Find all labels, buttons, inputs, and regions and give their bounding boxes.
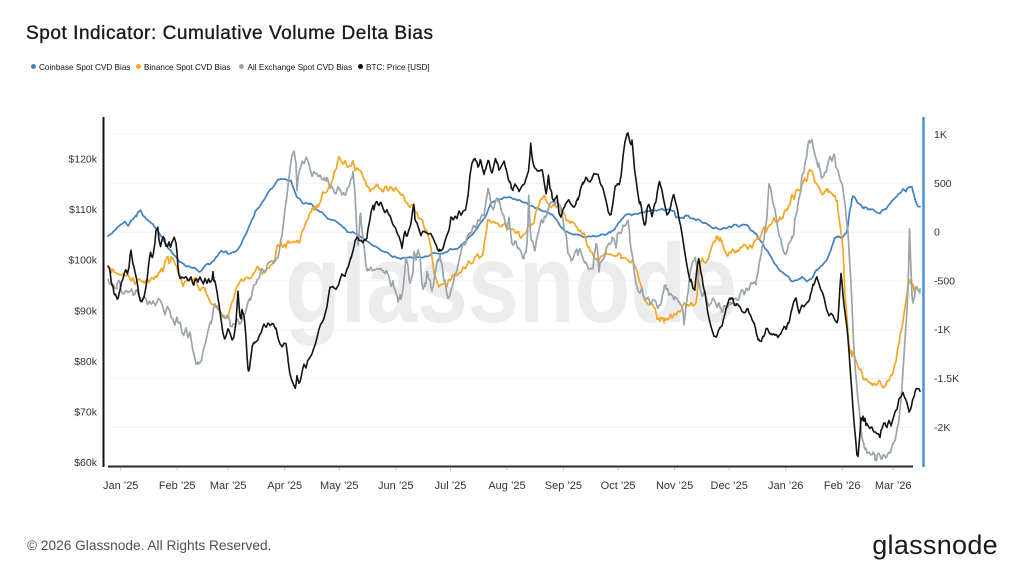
svg-text:Sep ’25: Sep ’25 bbox=[545, 480, 582, 492]
svg-text:-1.5K: -1.5K bbox=[934, 373, 959, 385]
svg-text:$100k: $100k bbox=[68, 255, 97, 267]
svg-text:Oct ’25: Oct ’25 bbox=[601, 480, 636, 492]
svg-text:Aug ’25: Aug ’25 bbox=[488, 480, 525, 492]
svg-text:-2K: -2K bbox=[934, 422, 950, 434]
svg-text:$60k: $60k bbox=[74, 457, 98, 469]
svg-text:Feb ’25: Feb ’25 bbox=[159, 480, 196, 492]
svg-text:Jul ’25: Jul ’25 bbox=[435, 480, 467, 492]
svg-text:500: 500 bbox=[934, 178, 952, 190]
svg-text:$120k: $120k bbox=[68, 154, 97, 166]
svg-text:Apr ’25: Apr ’25 bbox=[267, 480, 302, 492]
svg-text:-1K: -1K bbox=[934, 324, 950, 336]
svg-text:May ’25: May ’25 bbox=[320, 480, 359, 492]
svg-text:$70k: $70k bbox=[74, 407, 98, 419]
svg-text:Mar ’26: Mar ’26 bbox=[875, 480, 912, 492]
svg-text:Jun ’25: Jun ’25 bbox=[378, 480, 413, 492]
svg-text:1K: 1K bbox=[934, 129, 947, 141]
svg-text:Jan ’26: Jan ’26 bbox=[768, 480, 803, 492]
svg-text:0: 0 bbox=[934, 227, 940, 239]
svg-text:Dec ’25: Dec ’25 bbox=[711, 480, 748, 492]
svg-text:Nov ’25: Nov ’25 bbox=[656, 480, 693, 492]
svg-text:-500: -500 bbox=[934, 275, 955, 287]
svg-text:$110k: $110k bbox=[69, 204, 98, 216]
svg-text:Jan ’25: Jan ’25 bbox=[103, 480, 138, 492]
svg-text:Mar ’25: Mar ’25 bbox=[210, 480, 247, 492]
svg-text:$90k: $90k bbox=[74, 305, 98, 317]
svg-text:Feb ’26: Feb ’26 bbox=[824, 480, 861, 492]
svg-text:$80k: $80k bbox=[74, 356, 98, 368]
